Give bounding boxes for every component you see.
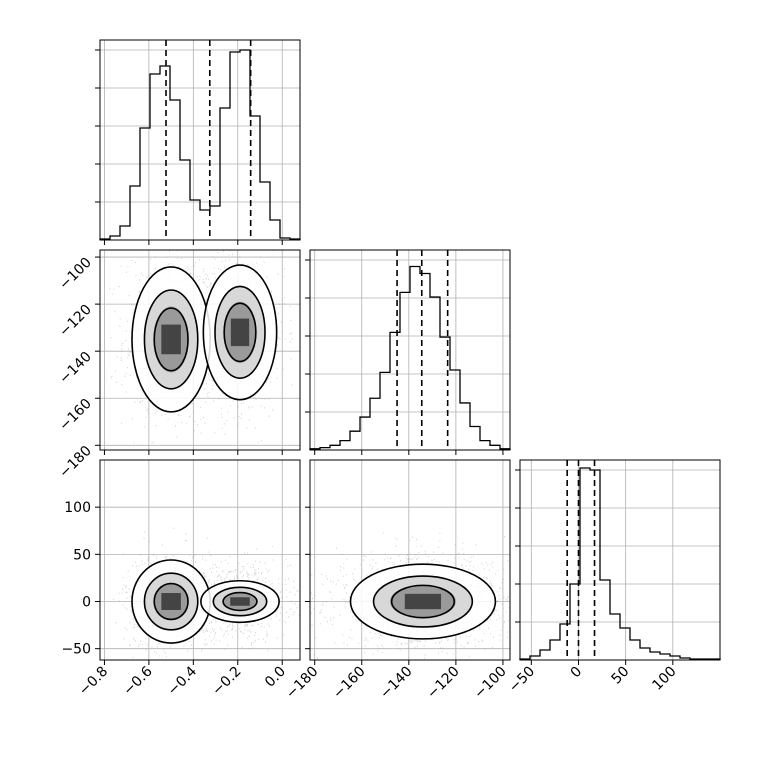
- y-tick-label: −180: [56, 443, 95, 482]
- y-tick-label: −100: [56, 255, 95, 294]
- y-tick-label: −140: [56, 349, 95, 388]
- contour-1-1-2: [223, 302, 257, 363]
- x-tick-label: −50: [506, 664, 538, 696]
- y-tick-label: 0: [82, 595, 91, 611]
- panel-inner-1: [100, 250, 300, 450]
- histogram-steps-3: [519, 467, 721, 660]
- x-tick-label: 0: [568, 664, 586, 682]
- scatter-panel-3: [309, 459, 511, 661]
- density-core-2-0: [161, 593, 181, 610]
- density-core-3-0: [404, 593, 442, 610]
- density-core-1-0: [161, 324, 181, 355]
- contour-2-1-1: [212, 586, 268, 617]
- x-tick-label: 100: [649, 664, 679, 694]
- contour-1-0-2: [153, 307, 189, 372]
- hist-frame-3: [519, 459, 721, 661]
- y-tick-label: −50: [61, 642, 91, 658]
- x-tick-label: −100: [471, 664, 510, 703]
- y-tick-label: 100: [64, 500, 91, 516]
- histogram-steps-1: [99, 49, 301, 240]
- panel-inner-3: [310, 460, 510, 660]
- x-tick-label: −0.2: [209, 664, 244, 699]
- contour-2-0-2: [153, 582, 189, 621]
- contour-2-1-2: [222, 591, 258, 612]
- pair-frame-3: [309, 459, 511, 661]
- contour-2-1-0: [200, 579, 280, 624]
- x-tick-label: −0.4: [165, 663, 200, 698]
- scatter-panel-2: [99, 459, 301, 661]
- histogram-panel-2: [305, 249, 511, 451]
- x-tick-label: −0.6: [120, 663, 155, 698]
- density-core-2-1: [230, 597, 250, 606]
- pair-frame-1: [99, 249, 301, 451]
- x-tick-label: −140: [377, 664, 416, 703]
- pair-frame-2: [99, 459, 301, 661]
- panel-inner-2: [100, 460, 300, 660]
- x-tick-label: 0.0: [262, 664, 289, 691]
- contour-1-0-1: [143, 289, 199, 390]
- x-tick-label: 50: [609, 664, 633, 688]
- y-tick-label: −160: [56, 396, 95, 435]
- contour-1-1-1: [214, 285, 266, 380]
- histogram-panel-1: [95, 39, 301, 241]
- x-tick-label: −120: [424, 664, 463, 703]
- contour-1-1-0: [202, 264, 278, 401]
- hist-frame-2: [309, 249, 511, 451]
- x-tick-label: −0.8: [76, 664, 111, 699]
- contour-3-0-0: [349, 563, 497, 640]
- hist-frame-1: [99, 39, 301, 241]
- scatter-panel-1: [99, 249, 301, 451]
- x-tick-label: −180: [283, 664, 322, 703]
- y-tick-label: 50: [73, 547, 91, 563]
- histogram-panel-3: [515, 459, 721, 661]
- contour-3-0-2: [390, 584, 456, 619]
- x-tick-label: −160: [330, 664, 369, 703]
- y-tick-label: −120: [56, 302, 95, 341]
- density-core-1-1: [230, 318, 250, 347]
- contour-2-0-1: [143, 572, 199, 631]
- contour-3-0-1: [372, 575, 474, 628]
- histogram-steps-2: [309, 265, 511, 450]
